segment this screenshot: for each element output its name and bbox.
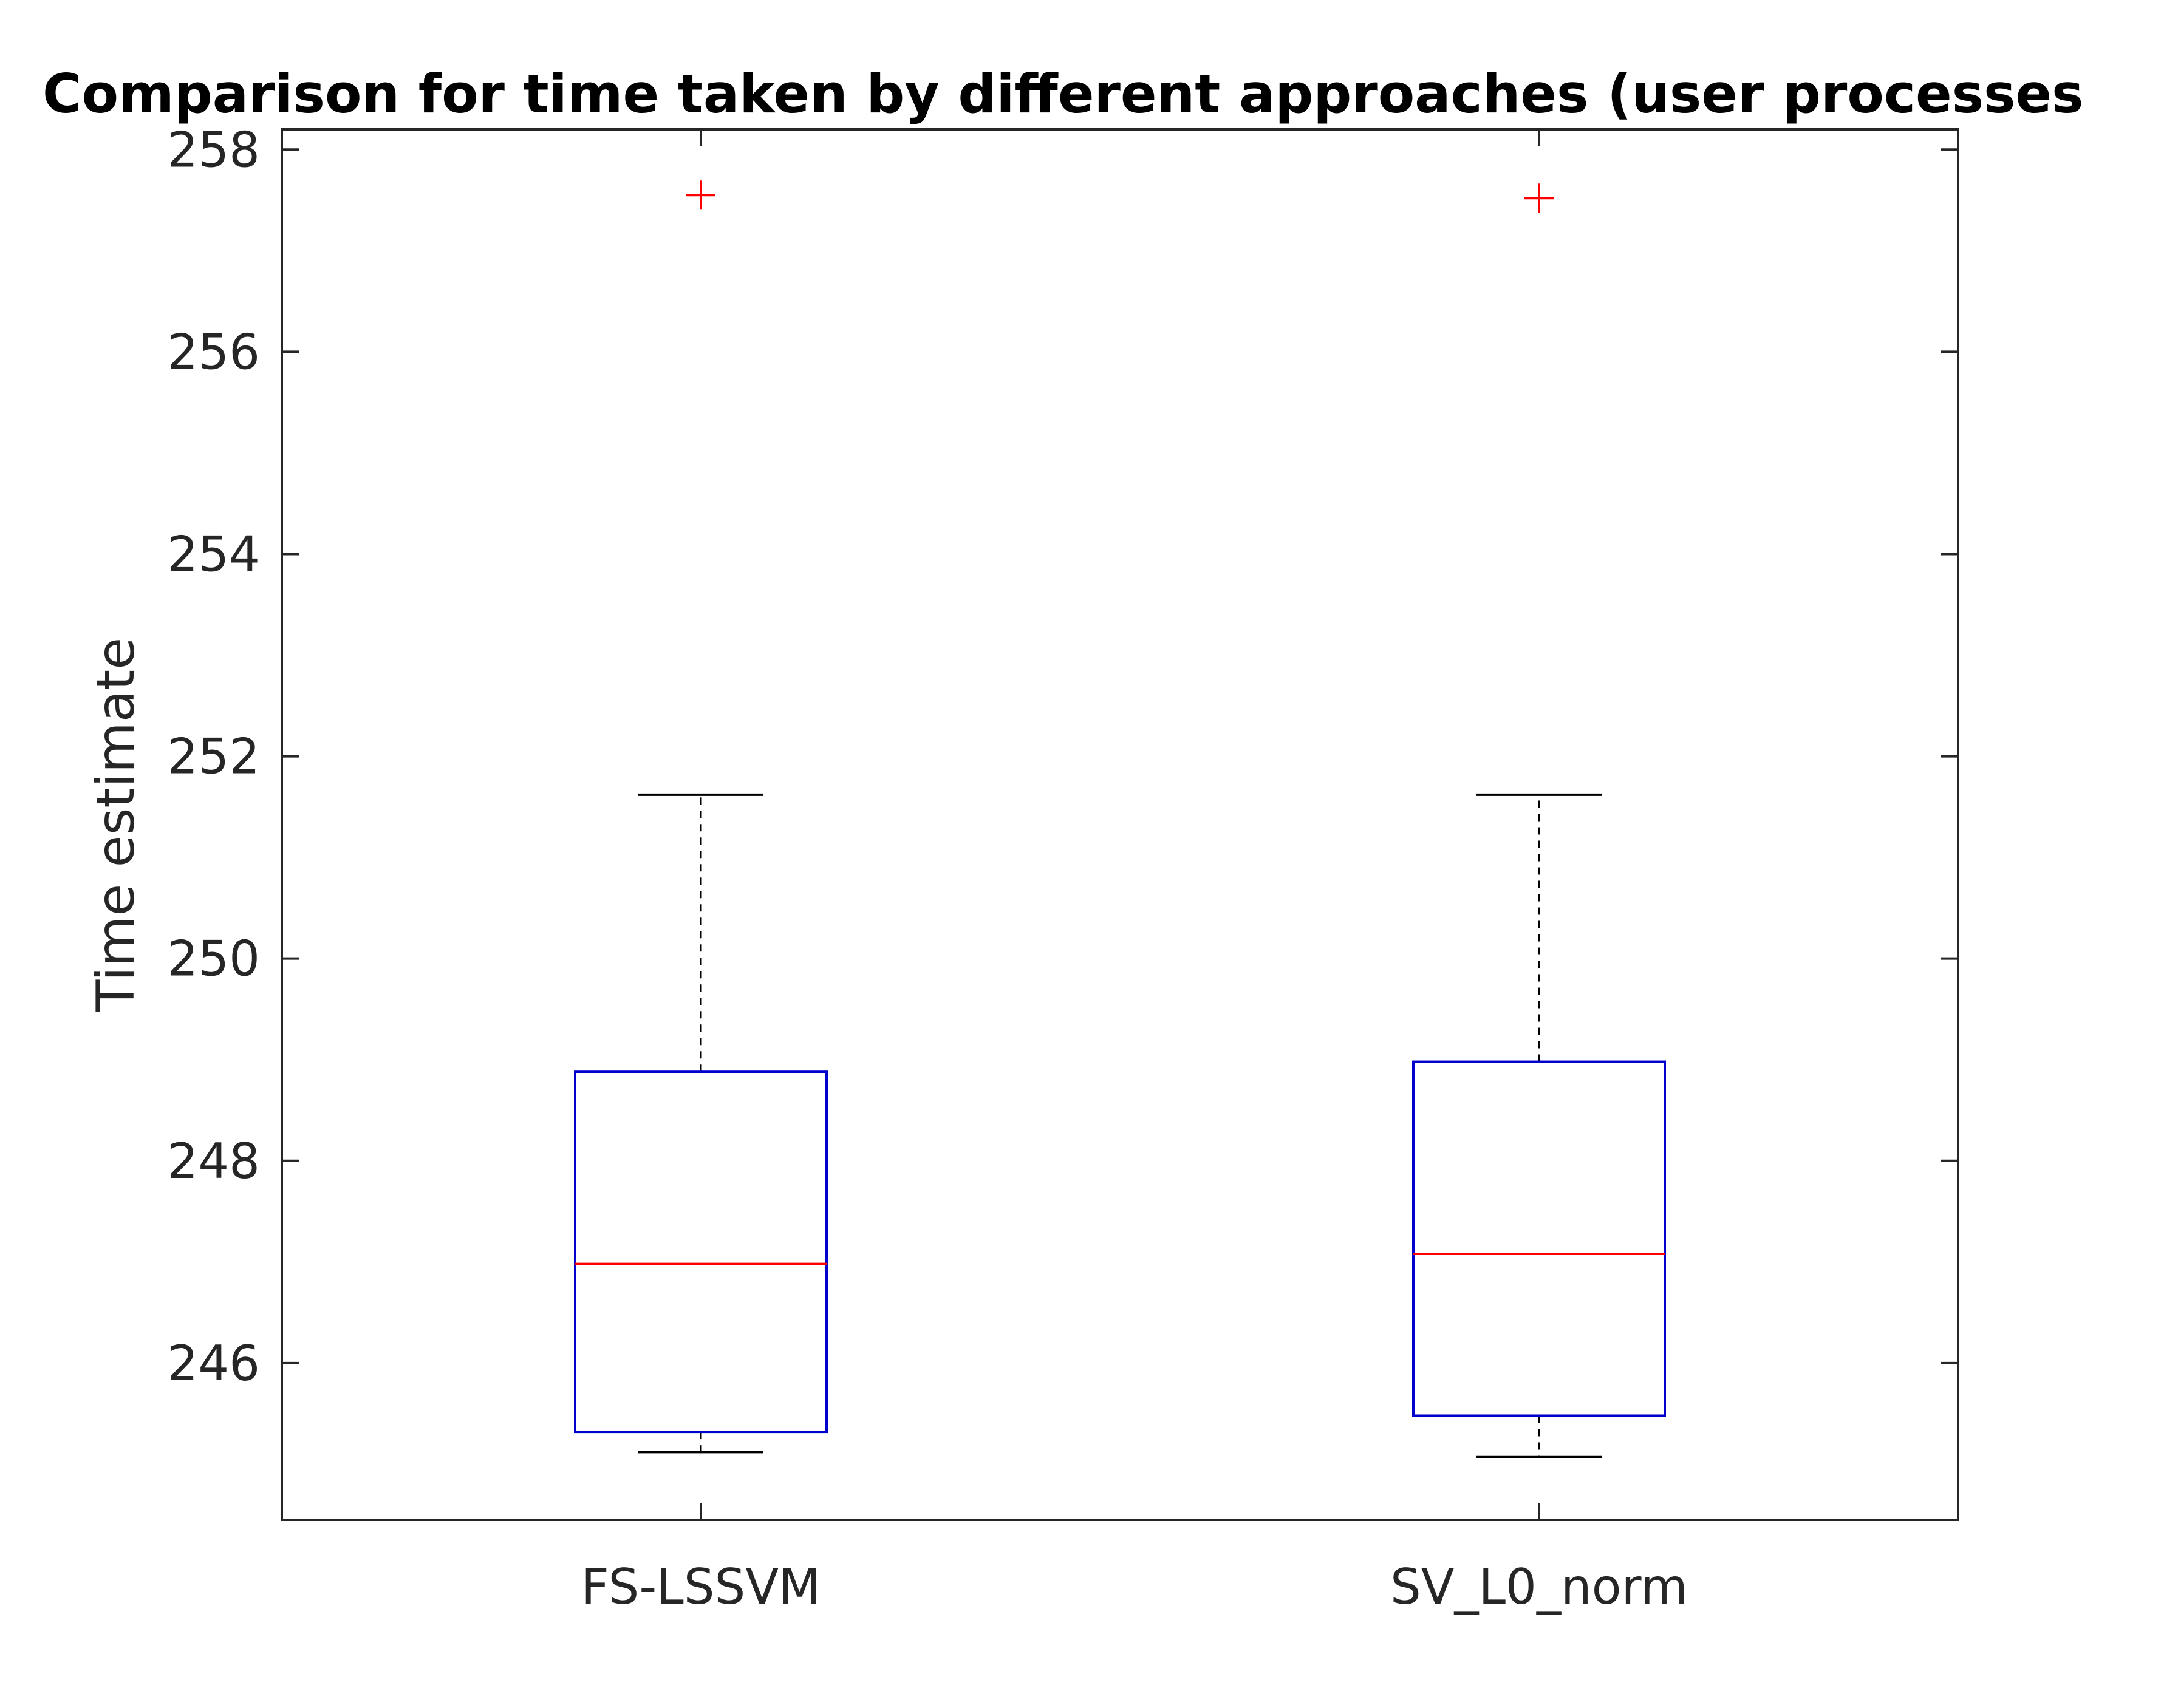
y-tick-label: 258 — [167, 121, 260, 178]
iqr-box — [1412, 1060, 1666, 1417]
y-axis-label: Time estimate — [86, 638, 146, 1012]
y-tick-label: 256 — [167, 324, 260, 380]
box-group — [574, 180, 828, 1454]
y-tick-label: 250 — [167, 931, 260, 987]
x-axis: FS-LSSVM SV_L0_norm — [581, 129, 1688, 1615]
y-tick-label: 252 — [167, 729, 260, 785]
y-tick-label: 254 — [167, 526, 260, 582]
box-series — [574, 180, 1666, 1458]
outlier-marker — [1524, 183, 1554, 213]
plot-frame — [281, 128, 1959, 1521]
box-group — [1412, 183, 1666, 1458]
chart-title: Comparison for time taken by different a… — [43, 63, 2084, 125]
y-axis: 246 248 250 252 254 256 258 — [167, 121, 1958, 1392]
x-tick-label: FS-LSSVM — [581, 1559, 821, 1615]
outlier-marker — [686, 180, 715, 210]
y-tick-label: 246 — [167, 1335, 260, 1392]
iqr-box — [574, 1070, 828, 1434]
x-tick-label: SV_L0_norm — [1390, 1559, 1688, 1615]
y-tick-label: 248 — [167, 1133, 260, 1189]
